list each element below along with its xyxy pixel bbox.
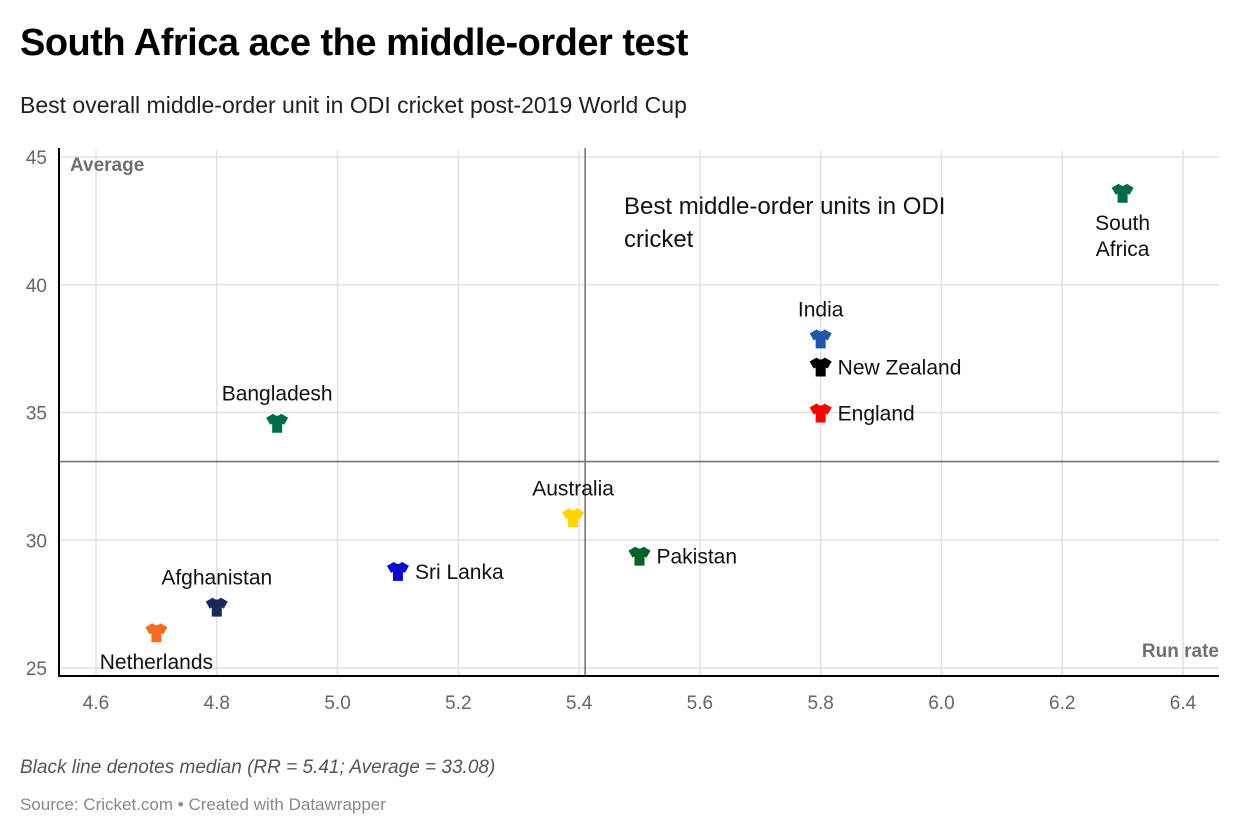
jersey-marker xyxy=(809,329,832,349)
point-label: Bangladesh xyxy=(222,383,333,406)
annotation-text: Best middle-order units in ODI cricket xyxy=(624,193,945,253)
x-tick-label: 5.8 xyxy=(807,693,833,714)
point-label-line: England xyxy=(838,403,915,426)
jersey-marker xyxy=(809,403,832,423)
y-tick-label: 35 xyxy=(26,404,47,425)
point-label: Pakistan xyxy=(657,546,738,569)
data-point-bangladesh: Bangladesh xyxy=(222,383,333,433)
data-point-netherlands: Netherlands xyxy=(100,623,213,674)
jersey-marker xyxy=(628,546,651,566)
y-tick-label: 45 xyxy=(26,148,47,169)
point-label-line: Bangladesh xyxy=(222,383,333,406)
annotation-line: Best middle-order units in ODI xyxy=(624,193,945,220)
jersey-marker xyxy=(145,623,168,643)
point-label: England xyxy=(838,403,915,426)
tick-labels: 4.6 4.8 5.0 5.2 5.4 5.6 5.8 6.0 6.2 6.4 25 30 35 40 45 xyxy=(26,148,1197,714)
data-point-afghanistan: Afghanistan xyxy=(161,567,272,617)
x-tick-label: 6.0 xyxy=(928,693,954,714)
data-point-england: England xyxy=(809,403,915,426)
point-label-line: Pakistan xyxy=(657,546,738,569)
median-lines xyxy=(59,148,1219,676)
x-tick-label: 6.4 xyxy=(1170,693,1197,714)
data-point-new-zealand: New Zealand xyxy=(809,357,962,380)
point-label: New Zealand xyxy=(838,357,962,380)
jersey-marker xyxy=(205,597,228,617)
annotation-line: cricket xyxy=(624,226,694,253)
x-tick-label: 5.0 xyxy=(324,693,350,714)
quadrant-annotation: Best middle-order units in ODI cricket xyxy=(624,193,945,253)
x-tick-label: 5.2 xyxy=(445,693,471,714)
point-label: India xyxy=(798,298,844,321)
jersey-marker xyxy=(266,413,289,433)
chart-source: Source: Cricket.com • Created with Dataw… xyxy=(20,795,386,814)
x-tick-label: 4.6 xyxy=(83,693,109,714)
y-axis-title: Average xyxy=(70,155,144,176)
point-label-line: New Zealand xyxy=(838,357,962,380)
point-label-line: Africa xyxy=(1096,238,1150,261)
scatter-chart: 4.6 4.8 5.0 5.2 5.4 5.6 5.8 6.0 6.2 6.4 25 30 35 40 45… xyxy=(26,148,1219,714)
point-label-line: Sri Lanka xyxy=(415,561,504,584)
chart-subtitle: Best overall middle-order unit in ODI cr… xyxy=(20,92,687,118)
data-point-sri-lanka: Sri Lanka xyxy=(386,561,504,584)
x-tick-label: 5.4 xyxy=(566,693,593,714)
chart-notes: Black line denotes median (RR = 5.41; Av… xyxy=(20,757,496,778)
point-label-line: India xyxy=(798,298,844,321)
chart-title: South Africa ace the middle-order test xyxy=(20,22,688,64)
data-point-australia: Australia xyxy=(532,477,614,528)
y-tick-label: 25 xyxy=(26,659,47,680)
point-label-line: Afghanistan xyxy=(161,567,272,590)
x-tick-label: 6.2 xyxy=(1049,693,1075,714)
axes xyxy=(58,148,1219,677)
data-point-south-africa: South Africa xyxy=(1095,183,1150,261)
data-point-pakistan: Pakistan xyxy=(628,546,738,569)
jersey-marker xyxy=(562,508,585,528)
jersey-marker xyxy=(1111,183,1134,203)
point-label-line: Australia xyxy=(532,477,614,500)
point-label-line: South xyxy=(1095,212,1150,235)
y-tick-label: 30 xyxy=(26,531,47,552)
data-point-india: India xyxy=(798,298,844,349)
data-points: South Africa India New Zealand England Bangla… xyxy=(100,183,1150,674)
point-label: Australia xyxy=(532,477,614,500)
point-label: Netherlands xyxy=(100,651,213,674)
x-tick-label: 4.8 xyxy=(204,693,230,714)
point-label: Afghanistan xyxy=(161,567,272,590)
x-axis-title: Run rate xyxy=(1142,641,1219,662)
point-label: South Africa xyxy=(1095,212,1150,261)
jersey-marker xyxy=(809,357,832,377)
y-tick-label: 40 xyxy=(26,276,47,297)
point-label-line: Netherlands xyxy=(100,651,213,674)
jersey-marker xyxy=(386,561,409,581)
point-label: Sri Lanka xyxy=(415,561,504,584)
x-tick-label: 5.6 xyxy=(687,693,713,714)
